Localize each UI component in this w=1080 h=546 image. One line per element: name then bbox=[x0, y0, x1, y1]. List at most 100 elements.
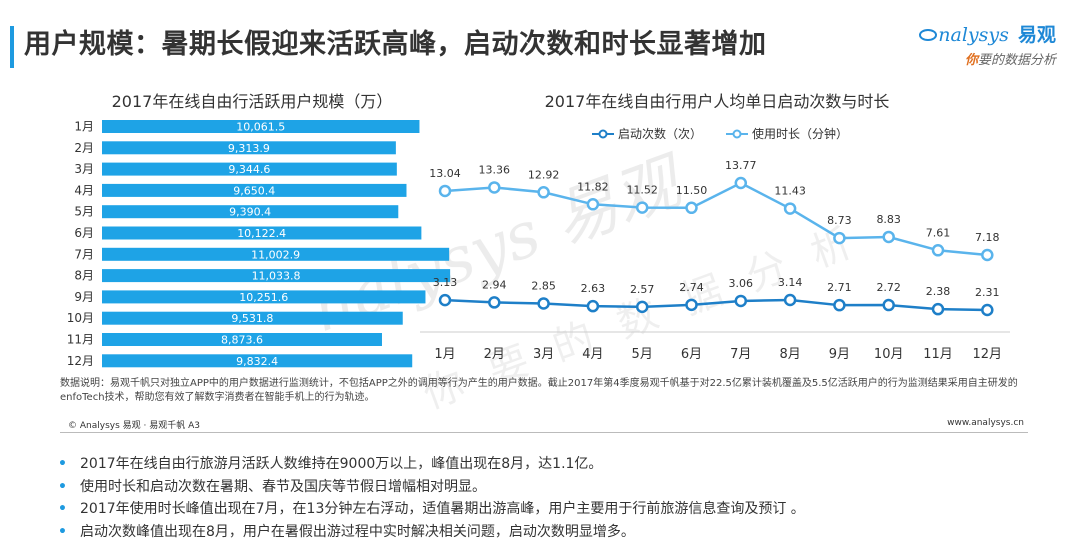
legend-marker bbox=[732, 129, 742, 139]
bullet-item: • 启动次数峰值出现在8月，用户在暑假出游过程中实时解决相关问题，启动次数明显增多… bbox=[58, 523, 635, 540]
page-title: 用户规模：暑期长假迎来活跃高峰，启动次数和时长显著增加 bbox=[24, 29, 767, 60]
data-point bbox=[882, 230, 895, 244]
x-tick-label: 9月 bbox=[829, 347, 850, 362]
bar-value-label: 9,531.8 bbox=[231, 312, 273, 325]
bar bbox=[102, 354, 413, 368]
data-point bbox=[882, 298, 895, 312]
data-label: 13.77 bbox=[725, 159, 757, 172]
data-label: 7.61 bbox=[926, 226, 951, 239]
data-point bbox=[931, 302, 945, 316]
data-point bbox=[833, 231, 846, 245]
bar-category-label: 6月 bbox=[74, 226, 94, 240]
x-tick-label: 5月 bbox=[632, 347, 653, 362]
data-label: 7.18 bbox=[975, 231, 1000, 244]
bar bbox=[102, 205, 399, 219]
title-accent-bar bbox=[10, 26, 14, 68]
data-label: 8.83 bbox=[876, 213, 901, 226]
data-label: 13.04 bbox=[429, 167, 461, 180]
data-label: 11.50 bbox=[676, 184, 708, 197]
data-point bbox=[586, 198, 600, 211]
data-point bbox=[734, 176, 748, 190]
x-tick-label: 12月 bbox=[973, 347, 1003, 362]
data-point bbox=[981, 248, 994, 262]
data-label: 8.73 bbox=[827, 214, 852, 227]
bar-category-label: 1月 bbox=[74, 120, 94, 134]
data-point bbox=[833, 298, 846, 312]
bullet-item: • 2017年在线自由行旅游月活跃人数维持在9000万以上，峰值出现在8月，达1.… bbox=[58, 456, 603, 472]
bar-value-label: 9,390.4 bbox=[229, 206, 271, 219]
bullet-item: • 使用时长和启动次数在暑期、春节及国庆等节假日增幅相对明显。 bbox=[58, 478, 486, 495]
data-label: 12.92 bbox=[528, 168, 560, 181]
bar-category-label: 9月 bbox=[74, 290, 94, 304]
data-label: 13.36 bbox=[479, 163, 511, 176]
data-point bbox=[635, 300, 649, 314]
bar-category-label: 2月 bbox=[74, 141, 94, 155]
bar-category-label: 12月 bbox=[67, 354, 94, 368]
bar-value-label: 10,061.5 bbox=[236, 121, 285, 134]
bar-value-label: 9,832.4 bbox=[236, 355, 278, 368]
logo-slogan: 你要的数据分析 bbox=[964, 53, 1056, 68]
data-point bbox=[438, 184, 452, 198]
bar-value-label: 10,251.6 bbox=[239, 291, 288, 304]
data-point bbox=[685, 298, 698, 312]
bar-value-label: 8,873.6 bbox=[221, 334, 263, 347]
bullet-list: • 2017年在线自由行旅游月活跃人数维持在9000万以上，峰值出现在8月，达1.… bbox=[58, 453, 805, 543]
bar-value-label: 10,122.4 bbox=[237, 227, 286, 240]
brand-logo: nalysys 易观 你要的数据分析 bbox=[918, 20, 1056, 68]
bar bbox=[102, 333, 382, 346]
data-point bbox=[488, 296, 501, 309]
data-point bbox=[981, 303, 994, 317]
data-label: 2.85 bbox=[531, 279, 556, 292]
bar-category-label: 11月 bbox=[67, 333, 94, 347]
data-point bbox=[635, 201, 649, 214]
data-point bbox=[488, 181, 501, 194]
data-label: 3.14 bbox=[778, 276, 803, 289]
data-point bbox=[586, 299, 600, 313]
bar-value-label: 9,650.4 bbox=[233, 184, 275, 197]
data-note: 数据说明：易观千帆只对独立APP中的用户数据进行监测统计，不包括APP之外的调用… bbox=[60, 378, 1018, 403]
bar-category-label: 8月 bbox=[74, 269, 94, 283]
bar-category-label: 3月 bbox=[74, 162, 94, 176]
bar bbox=[102, 226, 422, 240]
bar bbox=[102, 247, 450, 261]
data-label: 2.38 bbox=[926, 285, 951, 298]
data-point bbox=[438, 293, 452, 307]
bar bbox=[102, 162, 397, 176]
bar bbox=[102, 311, 403, 325]
bar-category-label: 4月 bbox=[74, 183, 94, 197]
bar-value-label: 9,344.6 bbox=[228, 163, 270, 176]
data-label: 2.74 bbox=[679, 281, 704, 294]
legend-label: 启动次数（次） bbox=[618, 126, 702, 141]
data-label: 2.31 bbox=[975, 286, 1000, 299]
bar-chart-title: 2017年在线自由行活跃用户规模（万） bbox=[112, 92, 393, 111]
bar-value-label: 9,313.9 bbox=[228, 142, 270, 155]
legend-label: 使用时长（分钟） bbox=[752, 126, 848, 141]
data-point bbox=[783, 202, 797, 215]
x-tick-label: 10月 bbox=[874, 347, 904, 362]
bar bbox=[102, 269, 451, 283]
series-line bbox=[444, 298, 988, 312]
copyright: © Analysys 易观 · 易观千帆 A3 bbox=[68, 421, 200, 431]
data-label: 2.72 bbox=[876, 281, 901, 294]
logo-cn-text: 易观 bbox=[1017, 24, 1056, 46]
website-url: www.analysys.cn bbox=[947, 418, 1024, 428]
bar-chart: 2017年在线自由行活跃用户规模（万） 1月 10,061.5 2月 9,313.9 3月… bbox=[67, 92, 451, 368]
bar-value-label: 11,033.8 bbox=[252, 270, 301, 283]
data-point bbox=[537, 186, 550, 199]
logo-swoosh-icon bbox=[919, 29, 938, 41]
data-point bbox=[783, 293, 797, 307]
data-label: 11.82 bbox=[577, 180, 609, 193]
series-line bbox=[444, 181, 988, 257]
data-label: 2.71 bbox=[827, 281, 852, 294]
data-point bbox=[537, 297, 550, 310]
legend-marker bbox=[598, 129, 608, 139]
x-tick-label: 3月 bbox=[533, 347, 554, 362]
x-tick-label: 1月 bbox=[434, 347, 455, 362]
divider bbox=[60, 432, 1028, 433]
line-chart-title: 2017年在线自由行用户人均单日启动次数与时长 bbox=[545, 92, 890, 111]
bar bbox=[102, 120, 420, 133]
data-point bbox=[685, 201, 698, 215]
x-tick-label: 8月 bbox=[779, 347, 800, 362]
bar bbox=[102, 290, 426, 304]
